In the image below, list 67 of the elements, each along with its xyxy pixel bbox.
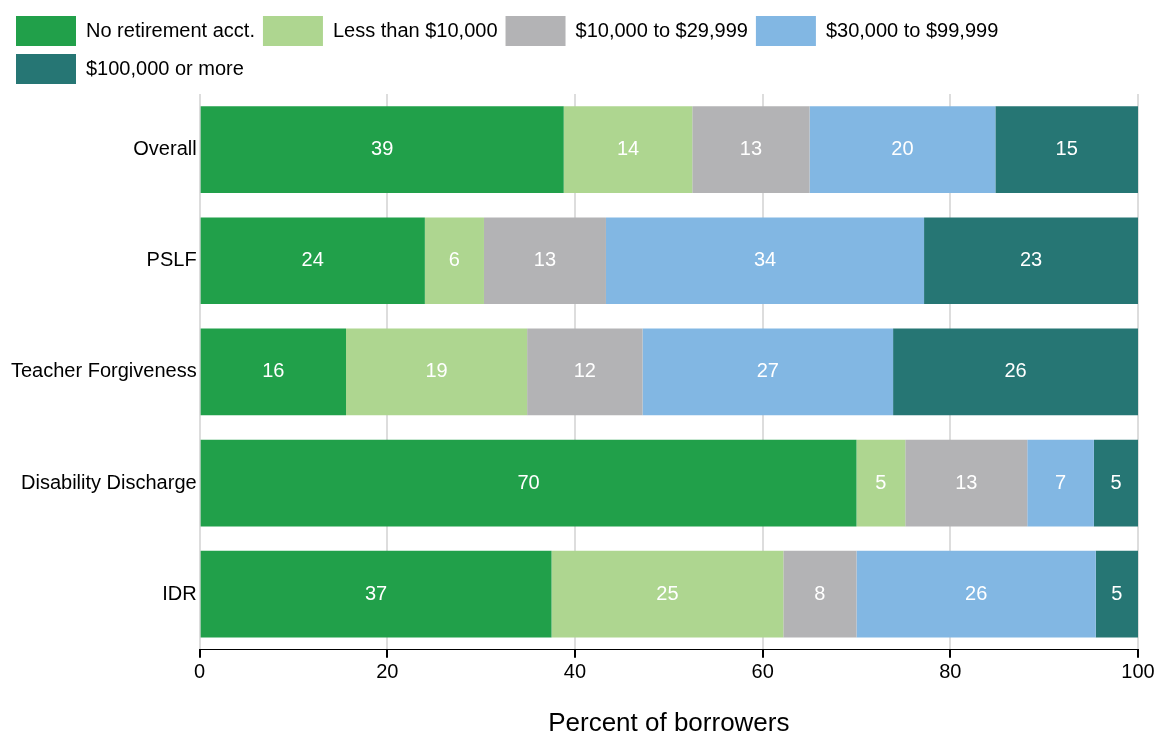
bar bbox=[1027, 439, 1094, 527]
bar bbox=[346, 328, 528, 416]
data-label: 13 bbox=[533, 248, 557, 271]
data-label: 6 bbox=[448, 248, 460, 271]
x-tick-label: 0 bbox=[194, 660, 206, 683]
data-label: 14 bbox=[616, 137, 640, 160]
bar bbox=[856, 550, 1096, 638]
legend-label: $10,000 to $29,999 bbox=[575, 18, 748, 41]
bar bbox=[1093, 439, 1138, 527]
data-label: 25 bbox=[656, 581, 679, 604]
data-label: 26 bbox=[1004, 359, 1027, 382]
data-label: 24 bbox=[301, 248, 324, 271]
data-label: 8 bbox=[814, 581, 826, 604]
bar bbox=[605, 217, 925, 305]
data-label: 20 bbox=[891, 137, 914, 160]
bar bbox=[809, 106, 996, 193]
data-label: 16 bbox=[262, 359, 285, 382]
bar bbox=[1095, 550, 1138, 638]
bar bbox=[924, 217, 1138, 305]
data-label: 26 bbox=[965, 581, 988, 604]
bar bbox=[856, 439, 906, 527]
x-axis-title: Percent of borrowers bbox=[548, 706, 790, 737]
bar bbox=[783, 550, 857, 638]
x-tick-label: 100 bbox=[1121, 660, 1155, 683]
legend-label: $100,000 or more bbox=[86, 56, 244, 79]
data-label: 13 bbox=[739, 137, 763, 160]
x-tick-label: 60 bbox=[751, 660, 774, 683]
bar bbox=[893, 328, 1138, 416]
data-label: 39 bbox=[371, 137, 394, 160]
data-label: 5 bbox=[875, 470, 887, 493]
bar bbox=[905, 439, 1028, 527]
data-label: 37 bbox=[364, 581, 388, 604]
y-tick-label: IDR bbox=[162, 581, 197, 604]
y-tick-label: Teacher Forgiveness bbox=[10, 359, 197, 382]
y-tick-label: Disability Discharge bbox=[21, 470, 197, 493]
legend-label: Less than $10,000 bbox=[332, 18, 498, 41]
bar bbox=[424, 217, 484, 305]
data-label: 27 bbox=[756, 359, 779, 382]
data-label: 15 bbox=[1055, 137, 1078, 160]
y-tick-label: Overall bbox=[133, 137, 197, 160]
bar bbox=[692, 106, 810, 193]
data-label: 13 bbox=[955, 470, 978, 493]
y-tick-label: PSLF bbox=[146, 248, 197, 271]
bar bbox=[483, 217, 606, 305]
data-label: 23 bbox=[1019, 248, 1043, 271]
data-label: 5 bbox=[1110, 470, 1122, 493]
data-label: 12 bbox=[573, 359, 596, 382]
legend-label: No retirement acct. bbox=[86, 18, 255, 41]
legend-label: $30,000 to $99,999 bbox=[825, 18, 999, 41]
bar bbox=[200, 439, 857, 527]
data-label: 34 bbox=[753, 248, 777, 271]
data-label: 7 bbox=[1055, 470, 1067, 493]
x-tick-label: 20 bbox=[376, 660, 399, 683]
x-tick-label: 80 bbox=[939, 660, 962, 683]
bar bbox=[995, 106, 1138, 193]
bar bbox=[642, 328, 894, 416]
bar bbox=[200, 550, 552, 638]
data-label: 5 bbox=[1111, 581, 1123, 604]
bar bbox=[551, 550, 784, 638]
bar bbox=[527, 328, 643, 416]
bar bbox=[200, 328, 347, 416]
bar bbox=[200, 217, 425, 305]
x-tick-label: 40 bbox=[563, 660, 587, 683]
bar bbox=[200, 106, 564, 193]
data-label: 19 bbox=[425, 359, 448, 382]
data-label: 70 bbox=[517, 470, 540, 493]
bar bbox=[563, 106, 693, 193]
